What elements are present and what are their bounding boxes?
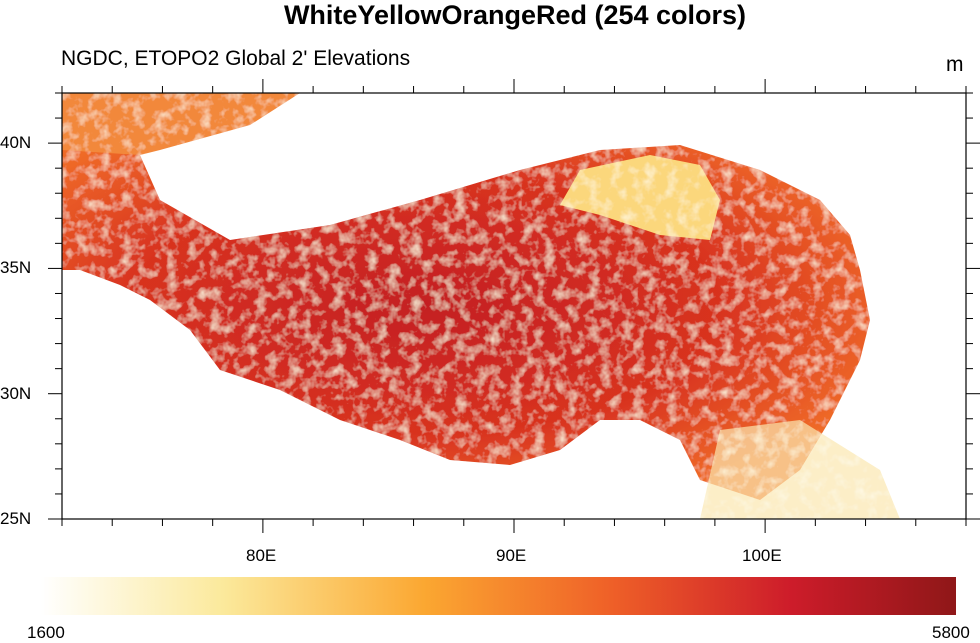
x-tick-label-100E: 100E	[742, 546, 782, 565]
y-tick-label-35N: 35N	[0, 258, 32, 277]
chart-title: WhiteYellowOrangeRed (254 colors)	[283, 0, 747, 30]
elevation-map	[62, 93, 966, 519]
southeast-foothills	[700, 420, 900, 519]
chart-subtitle: NGDC, ETOPO2 Global 2' Elevations	[61, 47, 411, 70]
units-label: m	[946, 53, 964, 76]
y-tick-label-25N: 25N	[0, 509, 32, 528]
colorbar-max-label: 5800	[932, 623, 970, 642]
y-tick-label-40N: 40N	[0, 133, 32, 152]
axis-ticks	[48, 79, 980, 533]
x-tick-label-80E: 80E	[246, 546, 277, 565]
tianshan-region	[62, 93, 300, 165]
qaidam-basin	[560, 155, 720, 240]
colorbar-min-label: 1600	[27, 623, 65, 642]
x-tick-label-90E: 90E	[496, 546, 527, 565]
colorbar	[41, 577, 956, 615]
y-tick-label-30N: 30N	[0, 384, 32, 403]
